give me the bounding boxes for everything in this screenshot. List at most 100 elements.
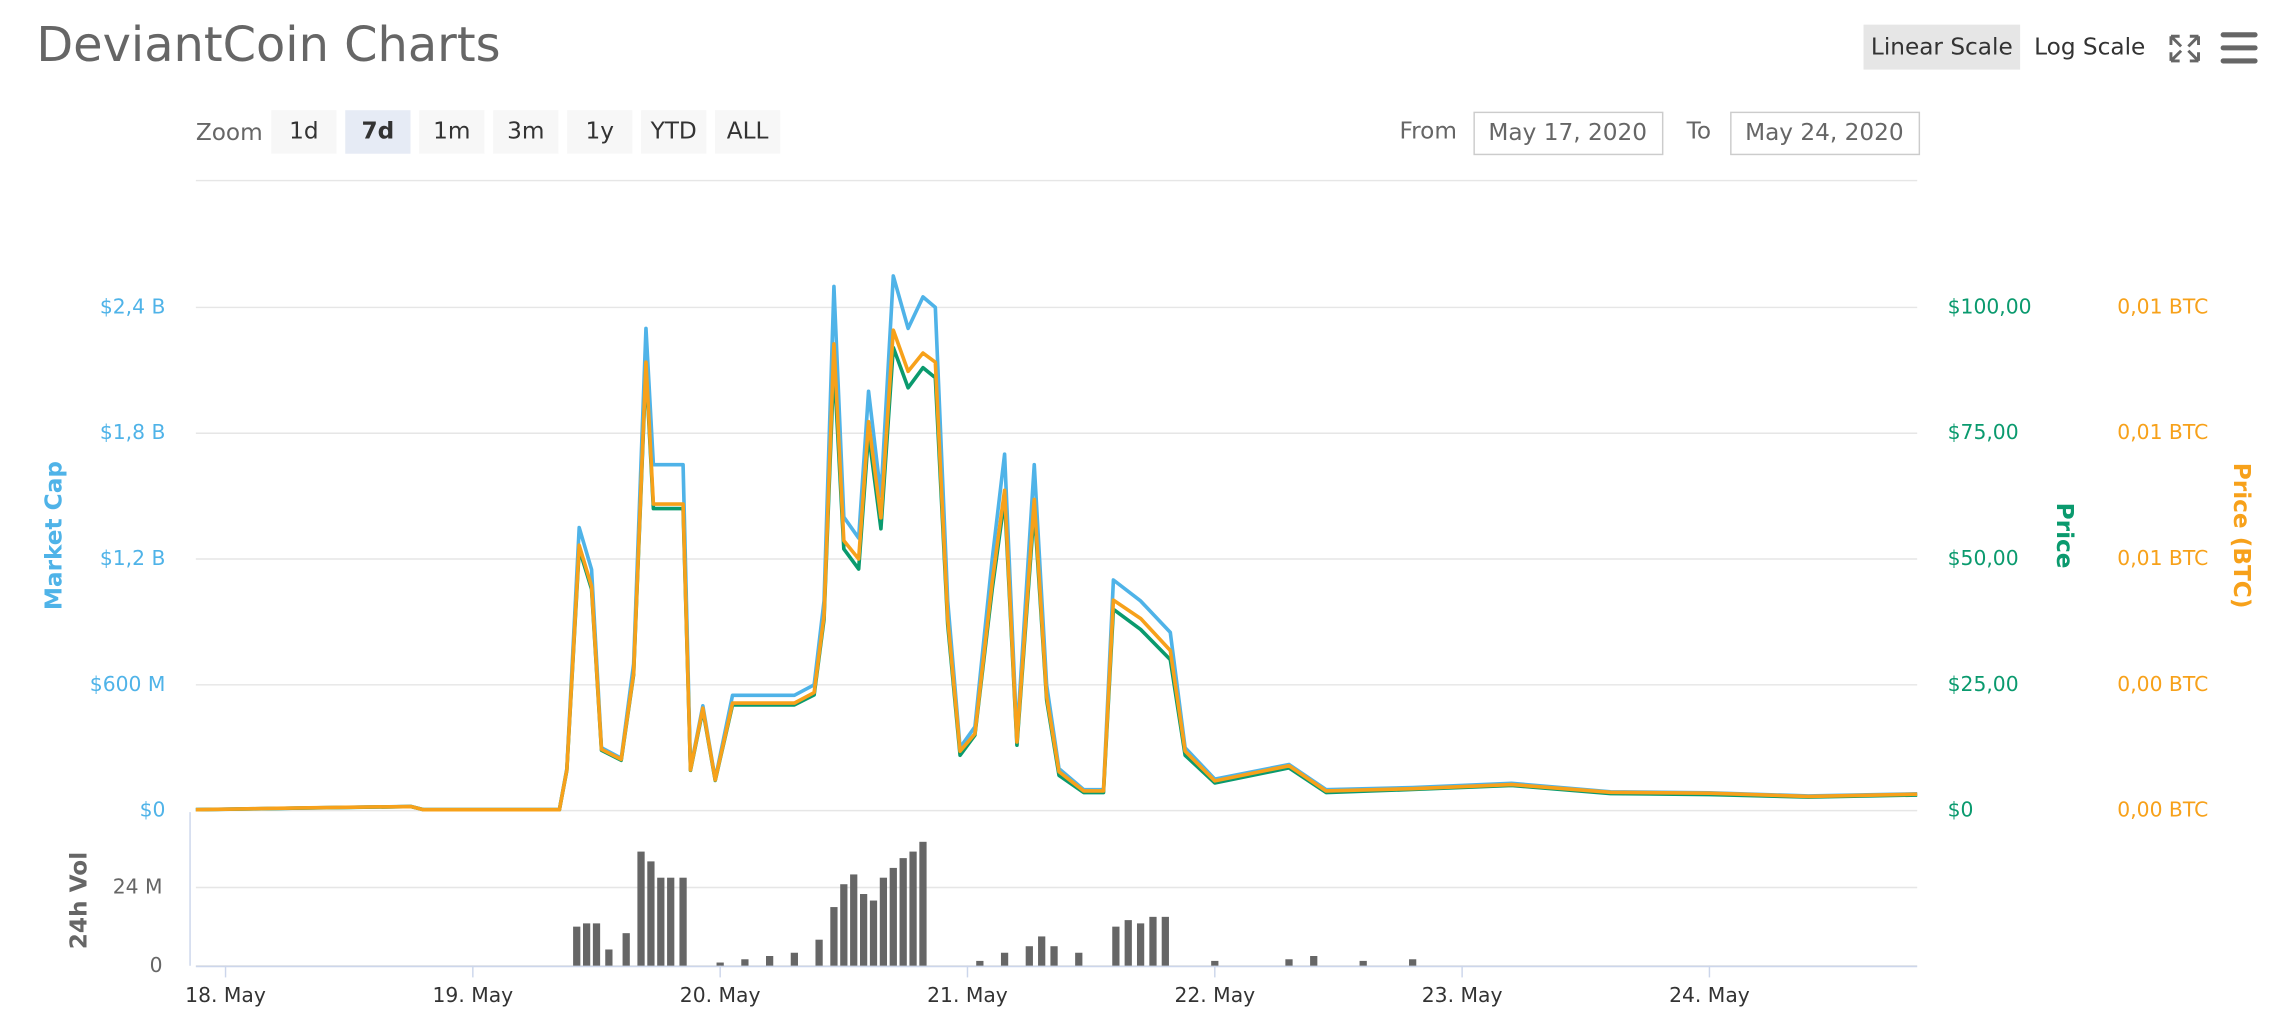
- volume-bar: [1000, 952, 1009, 966]
- volume-bar: [679, 877, 687, 966]
- zoom-button[interactable]: 3m: [507, 117, 544, 144]
- volume-bar: [716, 962, 724, 966]
- volume-bar: [859, 894, 868, 966]
- y3-tick-label: 0,01 BTC: [2117, 420, 2208, 444]
- volume-bar: [1136, 923, 1145, 966]
- volume-bar: [1161, 916, 1169, 966]
- y2-tick-label: $75,00: [1948, 420, 2019, 444]
- volume-bar: [1075, 952, 1083, 966]
- y3-tick-label: 0,00 BTC: [2117, 672, 2208, 696]
- volume-bar: [909, 851, 917, 966]
- y2-axis-title: Price: [2051, 503, 2078, 569]
- zoom-button[interactable]: YTD: [650, 117, 697, 144]
- y-tick-label: $1,8 B: [100, 420, 166, 444]
- zoom-label: Zoom: [196, 119, 263, 146]
- volume-bar: [592, 923, 601, 966]
- volume-bar: [657, 877, 665, 966]
- x-tick-label: 21. May: [927, 983, 1008, 1007]
- volume-bar: [647, 861, 655, 966]
- to-label: To: [1686, 117, 1711, 144]
- zoom-button-bg[interactable]: [641, 110, 707, 154]
- volume-bar: [1211, 960, 1219, 966]
- volume-bar: [766, 956, 774, 966]
- volume-bar: [622, 933, 630, 966]
- volume-bar: [1149, 916, 1157, 966]
- volume-bar: [790, 952, 798, 966]
- y-tick-label: $2,4 B: [100, 294, 166, 318]
- x-tick-label: 18. May: [185, 983, 266, 1007]
- scale-button[interactable]: Linear Scale: [1871, 33, 2013, 60]
- fullscreen-icon[interactable]: [2169, 34, 2200, 63]
- y2-tick-label: $0: [1948, 798, 1974, 822]
- volume-bar: [637, 851, 645, 966]
- volume-bar: [582, 923, 591, 966]
- x-tick-label: 22. May: [1174, 983, 1255, 1007]
- y2-tick-label: $50,00: [1948, 546, 2019, 570]
- zoom-button[interactable]: ALL: [727, 117, 769, 144]
- scale-button-bg[interactable]: [1863, 24, 2021, 70]
- volume-bar: [899, 858, 907, 966]
- y-axis-title: Market Cap: [41, 461, 68, 610]
- volume-bar: [815, 939, 823, 966]
- menu-icon[interactable]: [2220, 32, 2258, 64]
- from-input[interactable]: May 17, 2020: [1488, 119, 1647, 146]
- zoom-button-bg[interactable]: [345, 110, 411, 154]
- volume-bar: [605, 949, 613, 966]
- volume-bar: [1112, 926, 1120, 966]
- volume-bar: [840, 884, 848, 966]
- volume-bar: [879, 877, 888, 966]
- to-input[interactable]: May 24, 2020: [1745, 119, 1904, 146]
- volume-bar: [1124, 920, 1132, 966]
- y2-tick-label: $100,00: [1948, 294, 2032, 318]
- volume-bar: [976, 960, 984, 966]
- from-label: From: [1399, 117, 1456, 144]
- to-input-box[interactable]: [1730, 111, 1921, 156]
- volume-bar: [1038, 936, 1046, 966]
- page-title: DeviantCoin Charts: [36, 18, 500, 73]
- from-input-box[interactable]: [1473, 111, 1664, 156]
- volume-bar: [1409, 959, 1417, 966]
- volume-bar: [1310, 956, 1318, 966]
- series-line: [195, 274, 1918, 812]
- zoom-button-bg[interactable]: [271, 110, 337, 154]
- zoom-button-bg[interactable]: [567, 110, 633, 154]
- scale-button[interactable]: Log Scale: [2034, 33, 2145, 60]
- y-tick-label: 24 M: [113, 874, 163, 898]
- y3-tick-label: 0,01 BTC: [2117, 546, 2208, 570]
- zoom-button-bg[interactable]: [715, 110, 781, 154]
- y3-axis-title: Price (BTC): [2228, 463, 2255, 609]
- volume-bar: [1285, 959, 1293, 966]
- zoom-button-bg[interactable]: [493, 110, 559, 154]
- x-tick-label: 19. May: [432, 983, 513, 1007]
- volume-bar: [889, 867, 897, 966]
- y-tick-label: 0: [150, 953, 163, 977]
- zoom-button[interactable]: 1d: [289, 117, 318, 144]
- y3-tick-label: 0,00 BTC: [2117, 798, 2208, 822]
- y3-tick-label: 0,01 BTC: [2117, 294, 2208, 318]
- zoom-button[interactable]: 1y: [585, 117, 614, 144]
- volume-bar: [919, 841, 927, 966]
- volume-bar: [869, 900, 878, 966]
- volume-bar: [1025, 946, 1033, 966]
- volume-bar: [667, 877, 675, 966]
- y-tick-label: $1,2 B: [100, 546, 166, 570]
- volume-bar: [573, 926, 581, 966]
- y-axis-title: 24h Vol: [65, 852, 92, 949]
- volume-bar: [1050, 946, 1058, 966]
- volume-bar: [1359, 960, 1367, 966]
- x-tick-label: 23. May: [1422, 983, 1503, 1007]
- x-tick-label: 20. May: [680, 983, 761, 1007]
- volume-bar: [741, 959, 749, 966]
- x-tick-label: 24. May: [1669, 983, 1750, 1007]
- zoom-button[interactable]: 1m: [433, 117, 470, 144]
- zoom-button-bg[interactable]: [419, 110, 485, 154]
- volume-bar: [850, 874, 858, 966]
- series-line: [195, 328, 1918, 812]
- y-tick-label: $600 M: [90, 672, 166, 696]
- zoom-button[interactable]: 7d: [361, 117, 394, 144]
- y-tick-label: $0: [140, 798, 166, 822]
- volume-bar: [830, 907, 838, 966]
- y2-tick-label: $25,00: [1948, 672, 2019, 696]
